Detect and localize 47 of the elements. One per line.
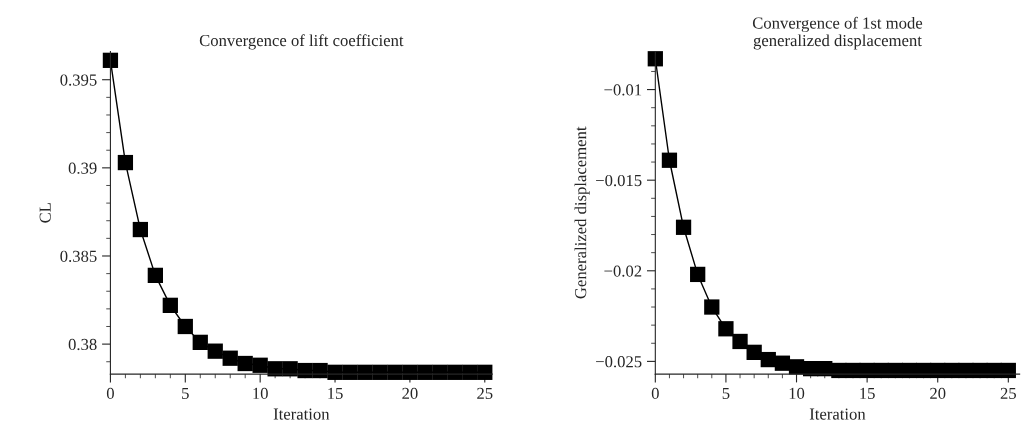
x-tick-label: 25	[1000, 387, 1016, 399]
y-tick-label: −0.01	[604, 84, 642, 96]
x-tick-label: 20	[402, 387, 418, 399]
point	[661, 152, 678, 168]
point	[675, 219, 692, 235]
point	[252, 357, 268, 373]
point	[132, 221, 149, 238]
x-tick-label: 0	[651, 387, 659, 399]
x-axis-title: Iteration	[273, 408, 330, 420]
y-axis-title: Generalized displacement	[574, 126, 590, 299]
y-tick-label: −0.02	[604, 265, 642, 277]
point	[774, 355, 791, 371]
y-tick-label: 0.39	[68, 162, 97, 174]
y-tick-label: 0.395	[60, 74, 97, 86]
chart-title: Convergence of lift coefficient	[199, 34, 404, 50]
x-tick-label: 10	[253, 387, 268, 399]
point	[177, 318, 193, 335]
point	[162, 297, 178, 313]
point	[192, 334, 208, 350]
point	[760, 351, 776, 368]
point	[732, 333, 748, 350]
y-tick-label: −0.015	[596, 174, 642, 187]
x-tick-label: 0	[106, 387, 114, 399]
x-tick-label: 10	[789, 387, 805, 399]
point	[147, 267, 163, 284]
x-tick-label: 5	[182, 387, 189, 399]
y-axis-title: CL	[39, 203, 51, 223]
point	[222, 350, 238, 366]
chart-title: Convergence of 1st mode generalized displacement	[752, 16, 923, 50]
point	[207, 343, 223, 359]
x-axis-title: Iteration	[809, 408, 866, 420]
point	[704, 299, 720, 315]
y-tick-label: −0.025	[596, 356, 642, 368]
point	[690, 266, 706, 283]
x-tick-label: 25	[477, 387, 493, 399]
point	[746, 344, 762, 360]
point	[647, 51, 663, 67]
point	[718, 321, 734, 337]
x-tick-label: 20	[930, 387, 946, 399]
x-tick-label: 15	[328, 387, 343, 399]
point	[102, 52, 119, 68]
point	[117, 154, 134, 171]
y-tick-label: 0.38	[68, 338, 97, 351]
x-tick-label: 5	[722, 387, 730, 399]
y-tick-label: 0.385	[60, 250, 97, 262]
x-tick-label: 15	[860, 387, 875, 399]
point	[237, 355, 253, 372]
